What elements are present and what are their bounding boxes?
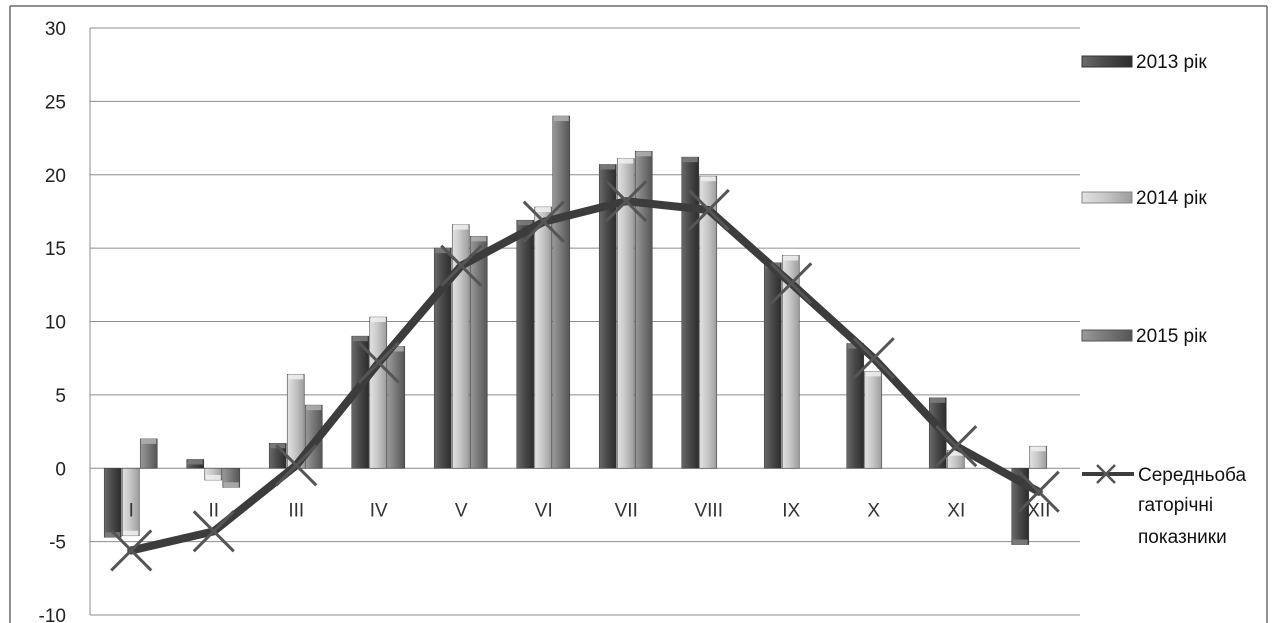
bar-2015-IV [387,346,406,469]
bars [103,115,1048,545]
legend-item-average: Середньоба гаторічні показники [1082,464,1246,548]
bar-cap-2014-IX [783,255,799,261]
y-tick-label: -10 [39,606,66,623]
bar-cap-2015-II [223,482,239,488]
legend-swatch-2014 [1081,191,1133,204]
x-category-label: XII [1027,500,1050,521]
bar-cap-2013-V [435,248,451,254]
average-point-x-icon [357,341,400,384]
legend-swatch-2013 [1081,55,1133,68]
x-category-label: IV [370,500,388,521]
legend-marker-x-icon [1096,464,1116,484]
average-point-x-icon [935,425,978,468]
y-tick-label: 5 [55,386,66,407]
bar-2013-IX [763,262,782,469]
average-point-x-icon [770,262,813,305]
bar-cap-2015-III [306,405,322,411]
x-category-label: VI [535,500,553,521]
bar-cap-2014-V [453,224,469,230]
x-category-label: XI [947,500,965,521]
average-point-x-icon [440,244,483,287]
legend-label-average-line3: показники [1138,527,1227,548]
average-series [110,180,1060,572]
y-tick-label: -5 [49,533,66,554]
bar-2014-IV [369,316,388,469]
average-point-x-icon [605,180,648,223]
bar-cap-2013-I [105,532,121,538]
bar-cap-2014-IV [370,317,386,323]
gridlines [89,27,1080,616]
legend-item-2014: 2014 рік [1081,188,1207,209]
bar-2013-I [103,467,122,538]
legend-label-2014: 2014 рік [1136,188,1207,209]
average-point-x-icon [192,510,235,553]
y-tick-label: 20 [45,166,66,187]
bar-cap-2014-VIII [700,176,716,182]
average-point-x-icon [687,188,730,232]
y-tick-label: 0 [55,459,66,480]
y-tick-label: 10 [45,313,66,334]
legend-item-2013: 2013 рік [1081,52,1207,73]
average-point-x-icon [1017,470,1060,513]
bar-cap-2014-XI [948,450,964,456]
legend-item-2015: 2015 рік [1081,326,1207,347]
bar-2013-X [846,343,865,469]
average-line [127,197,1043,555]
x-axis-categories: I II III IV V VI VII VIII IX X XI XII [129,500,1051,521]
x-category-label: III [288,500,304,521]
y-tick-label: 15 [45,239,66,260]
bar-cap-2013-XI [930,397,946,403]
bar-2013-IV [351,335,370,469]
bar-cap-2013-VII [600,164,616,170]
x-category-label: V [455,500,468,521]
x-category-label: II [208,500,219,521]
legend-label-average-line2: гаторічні [1138,495,1213,516]
average-point-x-icon [275,444,318,487]
average-point-x-icon [110,529,153,572]
bar-cap-2015-VII [636,151,652,157]
bar-2015-VI [552,115,571,469]
legend-label-2015: 2015 рік [1136,326,1207,347]
bar-2014-VI [534,206,553,469]
bar-cap-2015-I [141,438,157,444]
bar-2014-X [864,371,883,469]
x-category-label: VIII [694,500,723,521]
bar-cap-2015-IV [388,346,404,352]
x-category-label: IX [782,500,800,521]
average-point-x-icon [522,200,565,243]
x-category-label: VII [615,500,638,521]
legend: 2013 рік 2014 рік 2015 рік Середньоба га… [1081,52,1246,548]
y-tick-label: 30 [45,19,66,40]
bar-cap-2015-V [471,236,487,242]
y-axis-ticks: -10 -5 0 5 10 15 20 25 30 [39,19,66,623]
bar-cap-2014-VII [618,158,634,164]
bar-cap-2015-VI [553,116,569,122]
bar-cap-2014-II [205,474,221,480]
legend-swatch-2015 [1081,329,1133,342]
x-category-label: I [129,500,134,521]
bar-cap-2013-XII [1012,539,1028,545]
legend-label-average-line1: Середньоба [1138,465,1246,486]
bar-2015-V [469,236,488,469]
bar-cap-2013-IV [352,336,368,342]
bar-cap-2013-VIII [682,157,698,163]
bar-2013-VI [516,219,535,469]
bar-cap-2013-VI [517,220,533,226]
bar-cap-2014-XII [1030,446,1046,452]
y-tick-label: 25 [45,92,66,113]
bar-cap-2014-VI [535,207,551,213]
bar-cap-2014-I [123,530,139,536]
x-category-label: X [867,500,880,521]
average-point-x-icon [852,337,895,380]
bar-cap-2014-III [288,374,304,380]
legend-label-2013: 2013 рік [1136,52,1207,73]
bar-cap-2014-X [865,371,881,377]
bar-cap-2013-II [187,459,203,465]
